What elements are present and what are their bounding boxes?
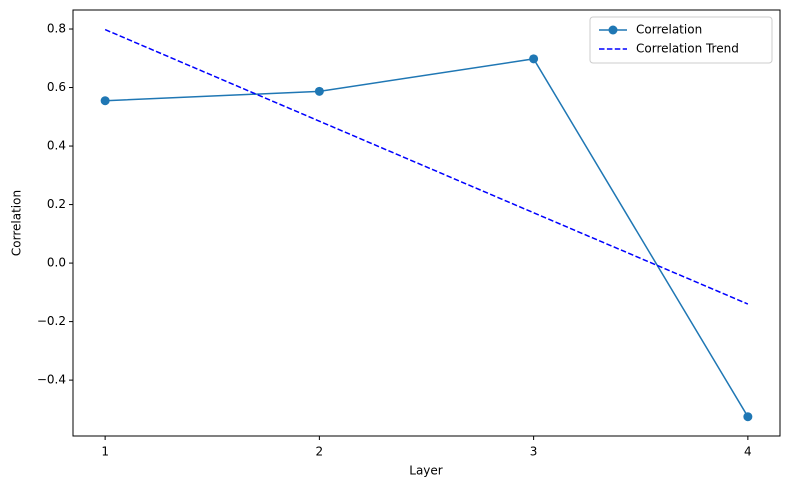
data-point bbox=[743, 412, 753, 422]
y-tick-label: 0.6 bbox=[47, 80, 66, 94]
y-tick-label: 0.8 bbox=[47, 22, 66, 36]
x-tick-label: 1 bbox=[101, 445, 109, 459]
legend-box bbox=[589, 16, 773, 64]
x-tick-label: 4 bbox=[744, 445, 752, 459]
legend-label: Correlation Trend bbox=[636, 42, 739, 56]
data-point bbox=[314, 86, 324, 96]
series-line bbox=[105, 58, 749, 418]
data-point bbox=[529, 54, 539, 64]
legend-label: Correlation bbox=[636, 23, 702, 37]
y-axis-label: Correlation bbox=[10, 190, 24, 256]
y-tick-label: 0.4 bbox=[47, 139, 66, 153]
x-tick-label: 3 bbox=[530, 445, 538, 459]
y-tick-label: 0.2 bbox=[47, 197, 66, 211]
legend-marker bbox=[608, 25, 618, 35]
series-line bbox=[104, 28, 749, 305]
x-axis-label: Layer bbox=[409, 464, 443, 478]
y-tick-label: −0.2 bbox=[37, 314, 66, 328]
y-tick-label: −0.4 bbox=[37, 373, 66, 387]
y-tick-label: 0.0 bbox=[47, 256, 66, 270]
data-point bbox=[100, 96, 110, 106]
plot-frame bbox=[72, 9, 781, 437]
x-tick-label: 2 bbox=[316, 445, 324, 459]
